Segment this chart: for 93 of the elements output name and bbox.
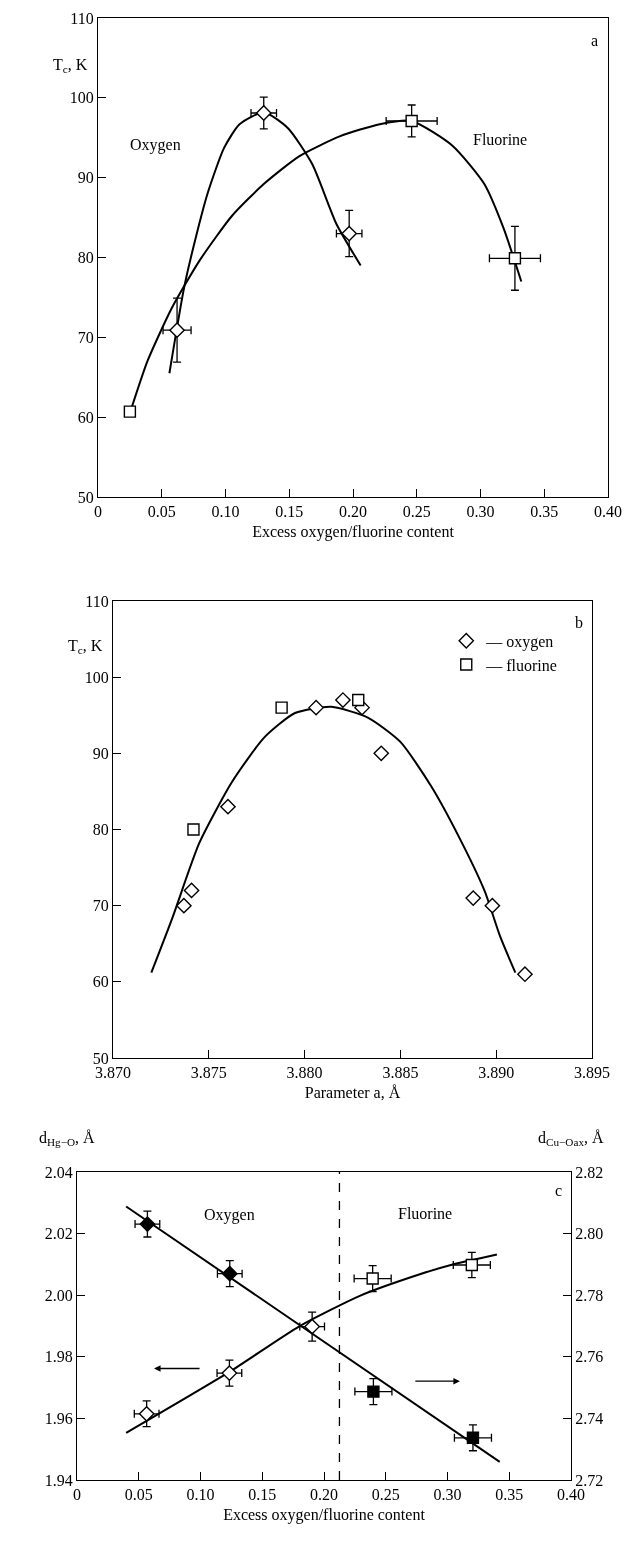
x-tick-label: 0.15 bbox=[248, 1486, 277, 1504]
y-axis-title: T$_{c}$, K bbox=[53, 56, 88, 76]
point bbox=[465, 890, 482, 906]
point bbox=[139, 1216, 156, 1232]
x-tick-label: 3.890 bbox=[478, 1064, 515, 1082]
x-tick-label: 0.20 bbox=[339, 503, 367, 521]
x-axis-title: Parameter a, Å bbox=[304, 1084, 401, 1102]
point bbox=[484, 897, 501, 914]
point bbox=[176, 897, 192, 914]
x-tick-label: 3.875 bbox=[190, 1064, 227, 1082]
point bbox=[405, 114, 418, 128]
y-tick-label: 60 bbox=[77, 408, 94, 426]
point bbox=[220, 798, 236, 815]
point bbox=[138, 1405, 155, 1422]
x-tick-label: 3.880 bbox=[286, 1064, 323, 1082]
annotation: Oxygen bbox=[204, 1206, 255, 1224]
x-tick-label: 0.25 bbox=[402, 503, 431, 521]
y2-tick-label: 2.72 bbox=[575, 1471, 604, 1489]
point bbox=[221, 1265, 238, 1282]
y-tick-label: 1.96 bbox=[44, 1410, 73, 1427]
y-tick-label: 90 bbox=[77, 169, 94, 187]
x-tick-label: 0.35 bbox=[495, 1486, 524, 1504]
point bbox=[255, 105, 272, 121]
y-axis-title: d$_{Hg−O}$, Å bbox=[39, 1129, 96, 1149]
point bbox=[508, 252, 522, 265]
y-tick-label: 1.98 bbox=[44, 1348, 73, 1366]
x-tick-label: 3.885 bbox=[382, 1064, 419, 1082]
x-tick-label: 0.35 bbox=[530, 503, 559, 521]
y-tick-label: 70 bbox=[77, 328, 94, 346]
y2-tick-label: 2.78 bbox=[575, 1286, 604, 1304]
y-tick-label: 110 bbox=[85, 592, 109, 610]
point bbox=[183, 882, 200, 899]
x-tick-label: 3.895 bbox=[574, 1064, 610, 1082]
annotation: Fluorine bbox=[473, 131, 528, 148]
y-tick-label: 50 bbox=[92, 1049, 109, 1067]
point bbox=[465, 1258, 479, 1272]
point bbox=[517, 966, 533, 983]
y2-axis-title: d$_{Cu−Oax}$, Å bbox=[538, 1129, 605, 1149]
annotation: b bbox=[575, 614, 583, 631]
y-axis-title: T$_{c}$, K bbox=[68, 637, 103, 657]
annotation: a bbox=[591, 32, 599, 49]
annotation: Oxygen bbox=[130, 136, 181, 154]
x-tick-label: 0.10 bbox=[211, 503, 240, 521]
x-axis-title: Excess oxygen/fluorine content bbox=[252, 523, 455, 542]
y2-tick-label: 2.76 bbox=[575, 1348, 604, 1366]
x-axis-title: Excess oxygen/fluorine content bbox=[223, 1506, 426, 1525]
x-tick-label: 0.15 bbox=[275, 503, 304, 521]
x-tick-label: 0.30 bbox=[433, 1486, 462, 1504]
x-tick-label: 0.10 bbox=[186, 1486, 215, 1504]
y-tick-label: 100 bbox=[69, 89, 94, 107]
y-tick-label: 80 bbox=[92, 821, 109, 839]
y-tick-label: 50 bbox=[77, 488, 94, 506]
y-tick-label: 1.94 bbox=[44, 1471, 73, 1489]
annotation: c bbox=[555, 1182, 563, 1199]
point bbox=[341, 225, 358, 242]
point bbox=[367, 1385, 380, 1398]
point bbox=[187, 823, 200, 836]
point bbox=[308, 699, 324, 716]
x-tick-label: 0.20 bbox=[310, 1486, 338, 1504]
x-tick-label: 3.870 bbox=[95, 1064, 131, 1082]
x-tick-label: 0.05 bbox=[124, 1486, 153, 1504]
point bbox=[169, 322, 185, 338]
point bbox=[304, 1318, 320, 1335]
x-tick-label: 0.40 bbox=[594, 503, 622, 521]
x-tick-label: 0.40 bbox=[557, 1486, 585, 1504]
y-tick-label: 70 bbox=[92, 897, 109, 915]
x-tick-label: 0 bbox=[94, 503, 102, 521]
point bbox=[373, 745, 390, 762]
x-tick-label: 0 bbox=[73, 1486, 81, 1504]
y2-tick-label: 2.82 bbox=[575, 1163, 604, 1181]
point bbox=[366, 1272, 379, 1285]
y2-tick-label: 2.80 bbox=[575, 1225, 604, 1243]
y-tick-label: 110 bbox=[70, 9, 94, 27]
point bbox=[335, 692, 351, 708]
legend-label: — oxygen bbox=[485, 632, 554, 651]
y2-tick-label: 2.74 bbox=[575, 1410, 604, 1427]
y-tick-label: 100 bbox=[84, 668, 109, 686]
x-tick-label: 0.25 bbox=[371, 1486, 400, 1504]
y-tick-label: 2.04 bbox=[44, 1163, 73, 1181]
y-tick-label: 90 bbox=[92, 744, 109, 762]
y-tick-label: 2.00 bbox=[44, 1286, 73, 1304]
y-tick-label: 60 bbox=[92, 973, 109, 991]
point bbox=[221, 1365, 238, 1381]
y-tick-label: 80 bbox=[77, 249, 94, 267]
y-tick-label: 2.02 bbox=[44, 1225, 73, 1243]
annotation: Fluorine bbox=[398, 1205, 453, 1222]
point bbox=[275, 701, 288, 714]
point bbox=[466, 1431, 480, 1444]
x-tick-label: 0.05 bbox=[147, 503, 176, 521]
point bbox=[352, 693, 365, 707]
point bbox=[123, 405, 137, 418]
x-tick-label: 0.30 bbox=[466, 503, 495, 521]
legend-label: — fluorine bbox=[485, 656, 557, 674]
